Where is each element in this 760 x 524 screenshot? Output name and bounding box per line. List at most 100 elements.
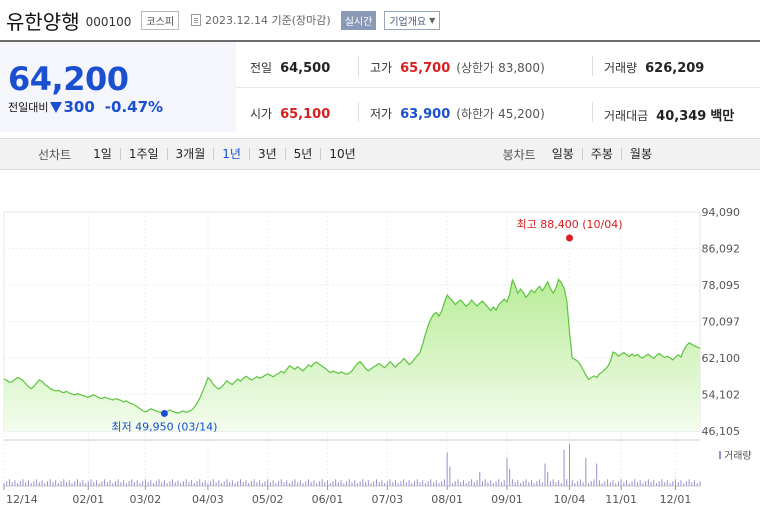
- volume-bar: [337, 482, 339, 486]
- volume-bar: [201, 482, 203, 486]
- volume-bar: [492, 483, 494, 486]
- volume-bar: [574, 483, 576, 486]
- x-tick-label: 12/01: [660, 493, 692, 506]
- volume-bar: [57, 483, 59, 486]
- realtime-button[interactable]: 실시간: [340, 10, 377, 30]
- volume-bar: [522, 481, 524, 486]
- volume-bar: [631, 481, 633, 486]
- volume-bar: [590, 481, 592, 486]
- period-3m[interactable]: 3개월: [166, 148, 214, 160]
- volume-bar: [264, 481, 266, 486]
- volume-bar: [438, 483, 440, 486]
- volume-bar: [120, 482, 122, 486]
- period-3y[interactable]: 3년: [248, 148, 285, 160]
- volume-bar: [245, 480, 247, 486]
- period-1w[interactable]: 1주일: [119, 148, 167, 160]
- volume-bar: [136, 480, 138, 486]
- volume-bar: [541, 482, 543, 486]
- volume-bar: [158, 479, 160, 486]
- stock-name[interactable]: 유한양행: [6, 9, 80, 34]
- x-tick-label: 02/01: [72, 493, 104, 506]
- volume-bar: [549, 481, 551, 486]
- volume-bar: [226, 479, 228, 486]
- volume-bar: [74, 481, 76, 486]
- volume-bar: [528, 482, 530, 486]
- candle-daily[interactable]: 일봉: [551, 147, 574, 161]
- stat-volume: 거래량 626,209: [604, 59, 704, 76]
- period-1y[interactable]: 1년: [213, 148, 249, 160]
- volume-bar: [636, 482, 638, 486]
- volume-bar: [628, 483, 630, 486]
- volume-bar: [172, 479, 174, 486]
- volume-bar: [87, 481, 89, 486]
- price-line: [3, 278, 701, 415]
- volume-bar: [647, 479, 649, 486]
- period-10y[interactable]: 10년: [320, 148, 363, 160]
- volume-bar: [177, 480, 179, 486]
- volume-bar: [615, 483, 617, 486]
- volume-bar: [316, 483, 318, 486]
- x-tick-label: 04/03: [192, 493, 224, 506]
- candle-weekly[interactable]: 주봉: [581, 148, 621, 160]
- volume-bar: [327, 480, 329, 486]
- y-tick-label: 62,100: [702, 352, 741, 365]
- upper-limit-label: (상한가: [456, 61, 495, 75]
- volume-bar: [193, 483, 195, 486]
- volume-bar: [400, 481, 402, 486]
- change-row: 전일대비 300 -0.47%: [8, 98, 163, 116]
- volume-bar: [139, 483, 141, 486]
- volume-bar: [596, 463, 598, 486]
- price-panel: 64,200 전일대비 300 -0.47%: [0, 42, 236, 132]
- volume-bar: [566, 479, 568, 486]
- volume-bar: [310, 482, 312, 486]
- volume-bar: [598, 480, 600, 486]
- volume-bar: [476, 480, 478, 486]
- volume-bar: [495, 481, 497, 486]
- volume-bar: [395, 480, 396, 486]
- volume-bar: [302, 483, 304, 486]
- y-tick-label: 94,090: [702, 206, 741, 219]
- volume-bar: [414, 481, 416, 486]
- volume-bar: [691, 482, 693, 486]
- volume-bar: [112, 483, 114, 486]
- candle-chart-label: 봉차트: [502, 147, 536, 162]
- y-tick-label: 78,095: [702, 279, 741, 292]
- volume-bar: [180, 483, 182, 486]
- volume-bar: [25, 482, 27, 486]
- volume-bar: [601, 483, 603, 486]
- period-5y[interactable]: 5년: [284, 148, 321, 160]
- volume-bar: [462, 480, 464, 486]
- candle-monthly[interactable]: 월봉: [620, 148, 660, 160]
- volume-bar: [544, 463, 546, 486]
- volume-bar: [166, 483, 168, 486]
- volume-bar: [392, 482, 394, 486]
- volume-bar: [269, 482, 271, 486]
- volume-bar: [294, 479, 296, 486]
- volume-bar: [207, 483, 209, 486]
- volume-legend-swatch: [719, 451, 721, 459]
- stat-prev-close: 전일 64,500: [250, 59, 330, 76]
- volume-label: 거래량: [604, 61, 638, 75]
- x-tick-label: 09/01: [491, 493, 523, 506]
- volume-bar: [656, 483, 657, 486]
- volume-bar: [672, 481, 674, 486]
- low-label: 저가: [370, 107, 393, 121]
- volume-bar: [128, 481, 130, 486]
- change-value: 300: [63, 98, 95, 116]
- volume-bar: [321, 479, 323, 486]
- x-tick-label: 08/01: [431, 493, 463, 506]
- volume-bar: [240, 479, 242, 486]
- period-1d[interactable]: 1일: [93, 147, 112, 161]
- volume-bar: [38, 482, 40, 486]
- volume-bar: [639, 480, 641, 486]
- volume-bar: [82, 480, 84, 486]
- price-chart[interactable]: 94,090 86,092 78,095 70,097 62,100 54,102 46,1…: [0, 178, 760, 524]
- volume-bar: [104, 479, 106, 486]
- volume-bar: [362, 479, 364, 486]
- volume-bar: [699, 481, 701, 486]
- volume-bar: [457, 479, 459, 486]
- company-overview-button[interactable]: 기업개요 ▼: [384, 10, 441, 30]
- company-overview-label: 기업개요: [389, 16, 427, 28]
- volume-bar: [509, 469, 511, 486]
- volume-bar: [248, 483, 250, 486]
